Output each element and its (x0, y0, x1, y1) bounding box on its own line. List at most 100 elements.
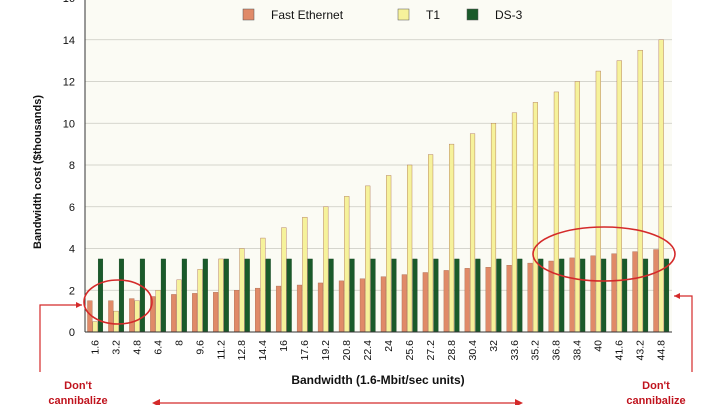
bar-ds-3 (181, 258, 187, 333)
bar-ds-3 (454, 258, 460, 333)
bar-ds-3 (202, 258, 208, 333)
bar-t1 (239, 248, 245, 333)
bar-t1 (344, 196, 350, 333)
y-tick-label: 14 (63, 35, 75, 47)
bar-t1 (469, 133, 476, 333)
highlight-ellipse-left (83, 279, 153, 325)
bar-fast-ethernet (590, 255, 596, 333)
bar-t1 (365, 185, 371, 333)
bar-fast-ethernet (129, 298, 135, 333)
highlight-ellipse-right (532, 226, 676, 282)
bar-ds-3 (265, 258, 271, 333)
bar-ds-3 (349, 258, 355, 333)
note-right-line2: cannibalize (626, 395, 685, 405)
bar-fast-ethernet (611, 253, 617, 333)
x-tick-label: 1.6 (90, 340, 102, 355)
legend-label: DS-3 (495, 8, 523, 22)
legend: Fast Ethernet T1 DS-3 (242, 8, 523, 22)
y-tick-label: 16 (63, 0, 75, 5)
bar-t1 (428, 154, 434, 333)
x-tick-label: 11.2 (215, 340, 227, 360)
bar-ds-3 (475, 258, 481, 333)
bar-ds-3 (307, 258, 313, 333)
y-tick-label: 4 (69, 244, 75, 256)
x-tick-label: 3.2 (110, 340, 122, 355)
x-tick-label: 33.6 (509, 340, 521, 361)
arrowhead-left (76, 302, 82, 308)
y-tick-label: 10 (63, 118, 75, 130)
bar-t1 (155, 290, 161, 333)
x-tick-label: 17.6 (299, 340, 311, 361)
bar-t1 (113, 310, 119, 333)
x-tick-label: 30.4 (467, 340, 479, 361)
bar-fast-ethernet (108, 300, 114, 333)
bar-t1 (490, 123, 497, 333)
bar-fast-ethernet (317, 282, 324, 333)
bar-t1 (574, 81, 580, 333)
bar-fast-ethernet (275, 285, 282, 333)
x-tick-label: 27.2 (425, 340, 437, 361)
y-tick-label: 2 (69, 285, 75, 297)
bar-ds-3 (391, 258, 397, 333)
x-tick-labels: 1.6 3.2 4.8 6.4 8 9.6 11.2 12.8 14.4 16 17.6 19.2 20… (90, 340, 668, 361)
bar-ds-3 (664, 258, 670, 333)
note-right-line1: Don't (642, 380, 670, 392)
y-axis-label: Bandwidth cost ($thousands) (32, 95, 44, 249)
bar-ds-3 (538, 258, 544, 333)
bar-fast-ethernet (234, 290, 240, 333)
bar-fast-ethernet (527, 262, 533, 333)
bar-fast-ethernet (359, 278, 365, 333)
axes (84, 0, 672, 333)
y-tick-label: 8 (69, 160, 75, 172)
bar-ds-3 (412, 258, 418, 333)
x-tick-label: 9.6 (194, 340, 206, 355)
bar-ds-3 (643, 258, 649, 333)
bar-t1 (302, 216, 308, 333)
bar-fast-ethernet (338, 280, 344, 333)
bar-fast-ethernet (464, 268, 470, 333)
arrowhead-right (674, 293, 680, 299)
y-tick-label: 6 (69, 202, 75, 214)
bar-t1 (92, 321, 98, 333)
legend-swatch (466, 8, 479, 21)
bar-t1 (407, 164, 413, 333)
x-tick-label: 4.8 (131, 340, 143, 355)
x-tick-label: 35.2 (530, 340, 542, 361)
x-tick-label: 43.2 (635, 340, 647, 361)
bar-t1 (386, 175, 392, 333)
bar-t1 (449, 143, 455, 333)
y-tick-label: 12 (63, 77, 75, 89)
connector-left (39, 304, 82, 372)
x-tick-label: 40 (593, 340, 605, 352)
x-tick-label: 44.8 (656, 340, 668, 361)
legend-swatch (242, 8, 255, 21)
x-tick-label: 24 (383, 340, 395, 352)
bar-ds-3 (496, 258, 502, 333)
legend-swatch (397, 8, 410, 21)
bar-t1 (595, 70, 601, 333)
bar-fast-ethernet (653, 249, 659, 333)
bar-t1 (218, 258, 224, 333)
double-arrow-head-left (152, 399, 160, 405)
x-axis-label: Bandwidth (1.6-Mbit/sec units) (291, 373, 464, 387)
bar-fast-ethernet (485, 267, 491, 333)
x-tick-label: 20.8 (341, 340, 353, 361)
bar-t1 (176, 279, 182, 333)
y-tick-labels: 0 2 4 6 8 10 12 14 16 (63, 0, 75, 339)
y-tick-label: 0 (69, 327, 75, 339)
bar-t1 (197, 269, 203, 333)
x-tick-label: 8 (173, 340, 185, 346)
bar-fast-ethernet (255, 287, 261, 333)
bar-t1 (658, 39, 664, 333)
bar-fast-ethernet (632, 251, 638, 333)
annotations: Don't cannibalize Don't cannibalize (39, 226, 693, 405)
bar-t1 (260, 237, 266, 333)
bar-ds-3 (370, 258, 376, 333)
x-tick-label: 19.2 (320, 340, 332, 361)
bar-ds-3 (160, 258, 166, 333)
x-tick-label: 28.8 (446, 340, 458, 361)
bar-t1 (637, 49, 643, 333)
bar-t1 (134, 300, 140, 333)
bar-ds-3 (433, 258, 439, 333)
